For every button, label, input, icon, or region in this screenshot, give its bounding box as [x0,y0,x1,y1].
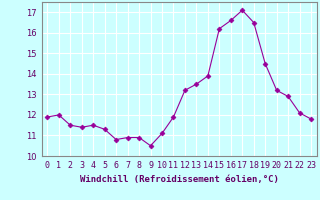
X-axis label: Windchill (Refroidissement éolien,°C): Windchill (Refroidissement éolien,°C) [80,175,279,184]
